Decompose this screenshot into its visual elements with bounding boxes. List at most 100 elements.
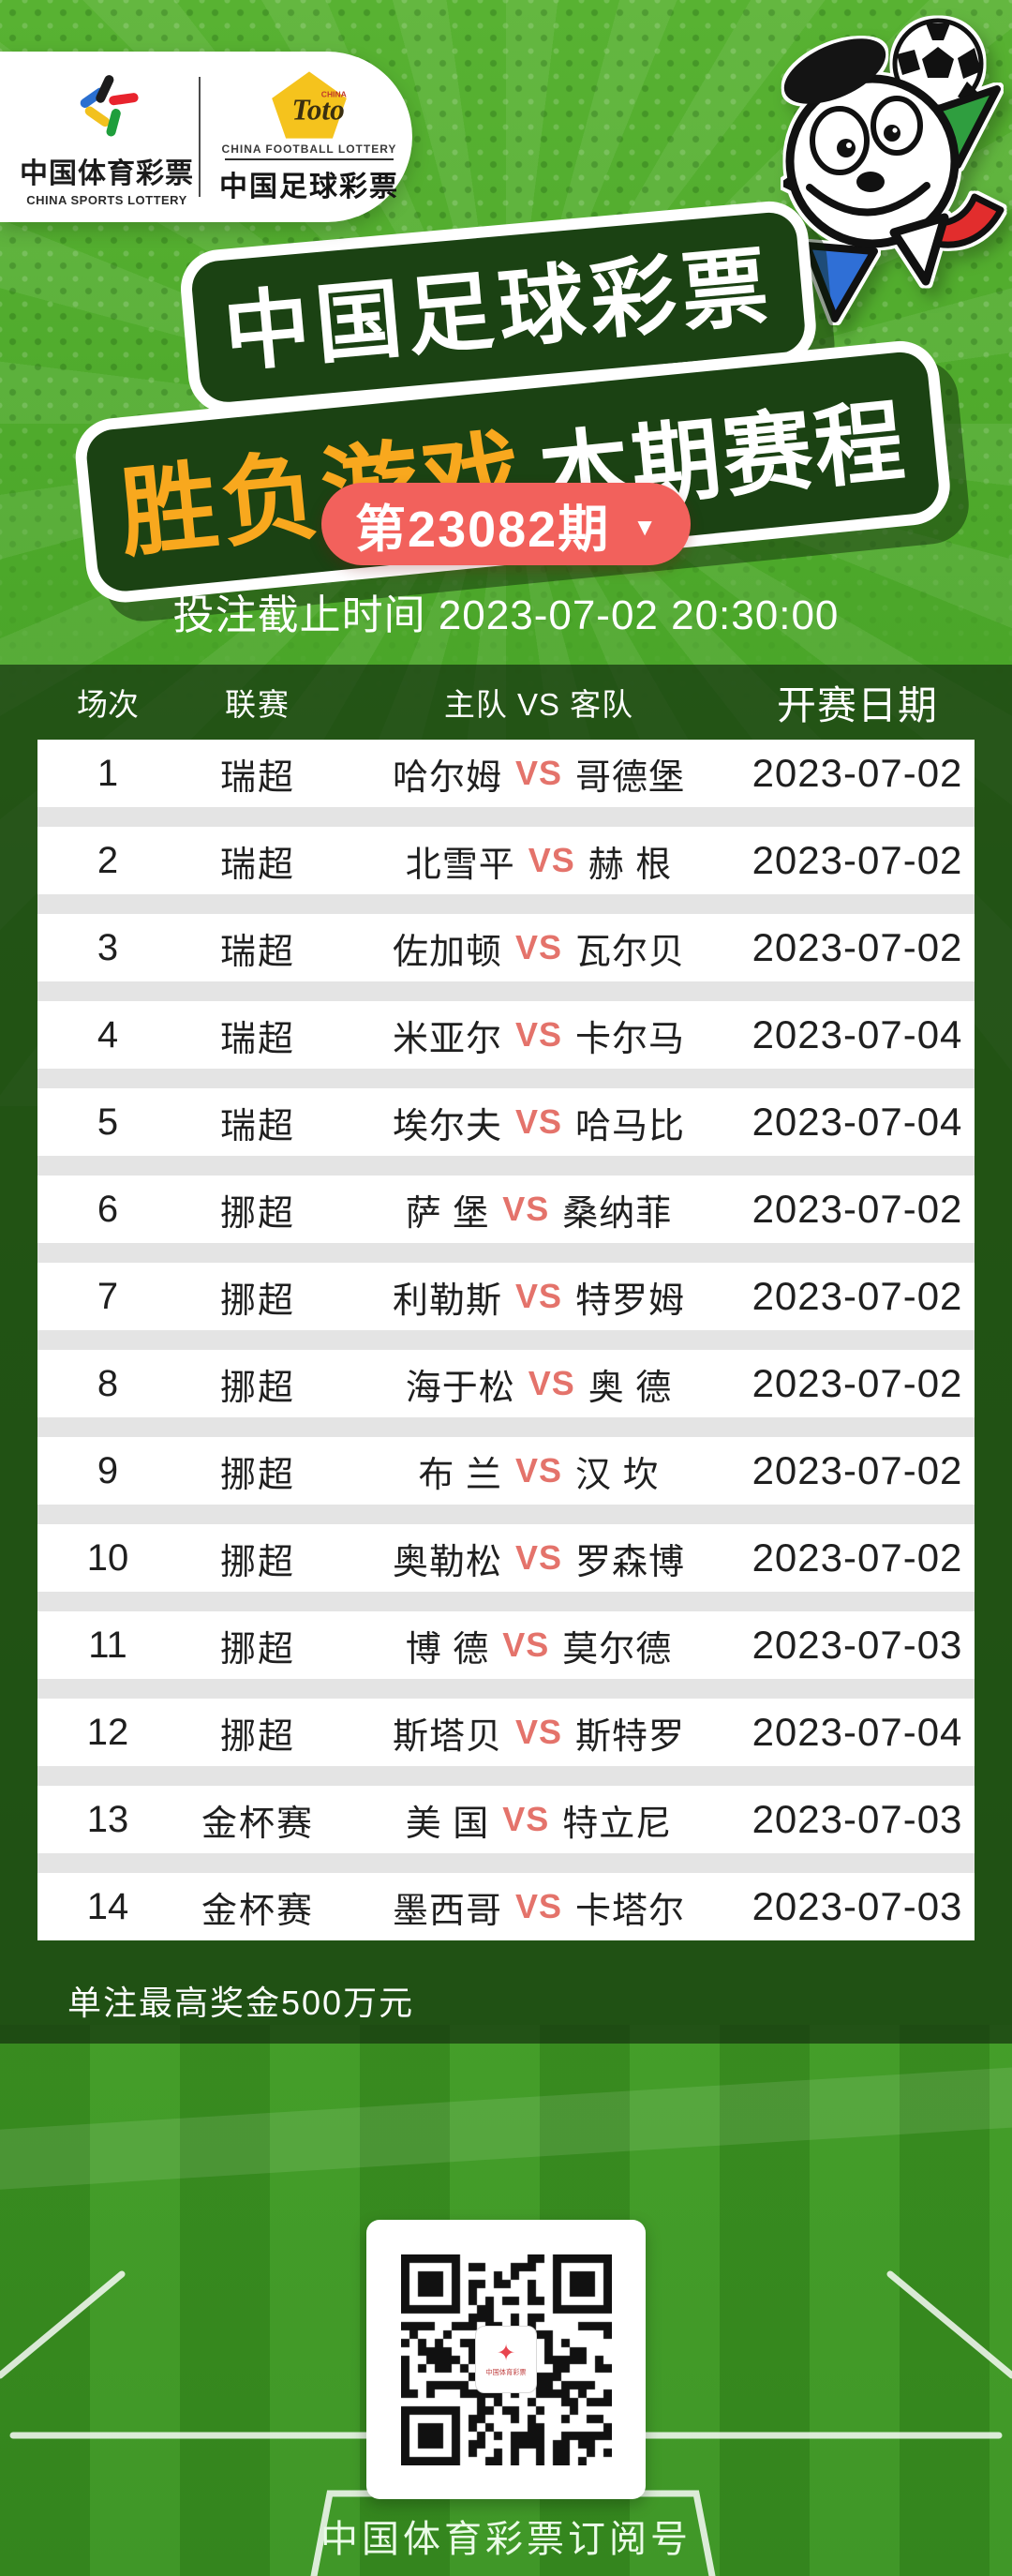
table-header: 场次 联赛 主队 VS 客队 开赛日期: [37, 665, 975, 740]
away-team: 瓦尔贝: [575, 932, 686, 972]
vs-label: VS: [528, 1364, 575, 1402]
vs-label: VS: [514, 1277, 563, 1315]
logo-rule: [225, 157, 394, 160]
vs-label: VS: [514, 754, 563, 792]
logo-card: 中国体育彩票 CHINA SPORTS LOTTERY Toto CHINA C…: [0, 52, 412, 222]
qr-center-logo: ✦ 中国体育彩票: [475, 2326, 537, 2393]
away-team: 赫 根: [588, 845, 673, 885]
period-selector-button[interactable]: 第23082期 ▼: [321, 483, 691, 565]
league-name: 挪超: [219, 1716, 295, 1757]
match-number: 10: [86, 1536, 129, 1579]
match-date: 2023-07-02: [752, 1187, 963, 1231]
match-teams: 布 兰 VS 汉 坎: [337, 1445, 740, 1497]
dropdown-arrow-icon: ▼: [632, 513, 657, 541]
sports-lottery-star-icon: [80, 74, 139, 136]
match-teams: 佐加顿 VS 瓦尔贝: [337, 922, 740, 974]
svg-text:CHINA: CHINA: [321, 89, 347, 98]
vs-label: VS: [502, 1800, 550, 1838]
match-number: 4: [97, 1013, 119, 1056]
match-number: 9: [97, 1449, 119, 1491]
cfl-name-cn: 中国足球彩票: [219, 171, 399, 202]
match-teams: 哈尔姆 VS 哥德堡: [337, 748, 740, 800]
table-row: 3 瑞超 佐加顿 VS 瓦尔贝 2023-07-02: [37, 914, 975, 981]
column-header-league: 联赛: [225, 687, 290, 722]
away-team: 莫尔德: [562, 1629, 673, 1670]
away-team: 哈马比: [575, 1106, 686, 1146]
logo-divider: [199, 77, 201, 197]
column-header-teams: 主队 VS 客队: [443, 687, 634, 722]
table-row: 10 挪超 奥勒松 VS 罗森博 2023-07-02: [37, 1524, 975, 1592]
home-team: 萨 堡: [405, 1193, 490, 1234]
league-name: 挪超: [219, 1368, 295, 1408]
league-name: 瑞超: [219, 932, 295, 972]
svg-text:Toto: Toto: [292, 93, 345, 126]
vs-label: VS: [514, 1538, 563, 1577]
match-date: 2023-07-02: [752, 1535, 963, 1580]
away-team: 罗森博: [575, 1542, 686, 1582]
match-number: 11: [88, 1624, 127, 1666]
match-number: 8: [97, 1362, 119, 1404]
match-date: 2023-07-02: [752, 751, 963, 795]
match-teams: 萨 堡 VS 桑纳菲: [337, 1184, 740, 1236]
match-teams: 利勒斯 VS 特罗姆: [337, 1271, 740, 1323]
cfl-name-en: CHINA FOOTBALL LOTTERY: [221, 142, 397, 156]
away-team: 奥 德: [588, 1368, 673, 1408]
away-team: 汉 坎: [575, 1455, 660, 1495]
match-teams: 奥勒松 VS 罗森博: [337, 1533, 740, 1584]
match-date: 2023-07-02: [752, 1448, 963, 1492]
home-team: 海于松: [405, 1368, 515, 1408]
match-teams: 斯塔贝 VS 斯特罗: [337, 1707, 740, 1759]
away-team: 桑纳菲: [562, 1193, 673, 1234]
match-number: 5: [97, 1101, 119, 1143]
match-teams: 美 国 VS 特立尼: [337, 1794, 740, 1846]
match-number: 13: [86, 1798, 129, 1840]
match-teams: 墨西哥 VS 卡塔尔: [337, 1881, 740, 1933]
lottery-star-icon: ✦: [496, 2340, 516, 2366]
home-team: 墨西哥: [392, 1891, 502, 1931]
match-teams: 埃尔夫 VS 哈马比: [337, 1097, 740, 1148]
table-body: 1 瑞超 哈尔姆 VS 哥德堡 2023-07-02 2 瑞超 北雪平 VS 赫…: [37, 740, 975, 1940]
qr-logo-text: 中国体育彩票: [485, 2367, 527, 2376]
toto-pentagon-icon: Toto CHINA: [272, 70, 347, 139]
match-date: 2023-07-03: [752, 1797, 963, 1841]
betting-deadline: 投注截止时间 2023-07-02 20:30:00: [172, 592, 840, 638]
league-name: 挪超: [219, 1281, 295, 1321]
league-name: 挪超: [219, 1629, 295, 1670]
vs-label: VS: [528, 841, 575, 879]
league-name: 金杯赛: [201, 1891, 314, 1931]
match-date: 2023-07-02: [752, 1361, 963, 1405]
match-number: 6: [97, 1188, 119, 1230]
vs-label: VS: [502, 1625, 550, 1664]
home-team: 利勒斯: [392, 1281, 502, 1321]
table-row: 9 挪超 布 兰 VS 汉 坎 2023-07-02: [37, 1437, 975, 1505]
match-number: 14: [86, 1885, 129, 1927]
china-sports-lottery-logo: 中国体育彩票 CHINA SPORTS LOTTERY: [20, 67, 193, 207]
home-team: 哈尔姆: [392, 757, 502, 798]
league-name: 挪超: [219, 1455, 295, 1495]
football-icon: [892, 18, 984, 110]
match-number: 12: [86, 1711, 129, 1753]
league-name: 瑞超: [219, 1019, 295, 1059]
home-team: 奥勒松: [392, 1542, 502, 1582]
league-name: 挪超: [219, 1193, 295, 1234]
vs-label: VS: [514, 1102, 563, 1141]
home-team: 北雪平: [405, 845, 515, 885]
schedule-table-section: 场次 联赛 主队 VS 客队 开赛日期 1 瑞超 哈尔姆 VS 哥德堡 2023…: [0, 665, 1012, 2044]
match-teams: 博 德 VS 莫尔德: [337, 1620, 740, 1671]
qr-caption: 中国体育彩票订阅号: [320, 2519, 692, 2560]
league-name: 挪超: [219, 1542, 295, 1582]
home-team: 米亚尔: [392, 1019, 502, 1059]
away-team: 特立尼: [562, 1804, 673, 1844]
home-team: 美 国: [405, 1804, 490, 1844]
away-team: 斯特罗: [575, 1716, 686, 1757]
match-number: 7: [97, 1275, 119, 1317]
league-name: 金杯赛: [201, 1804, 314, 1844]
away-team: 卡尔马: [575, 1019, 686, 1059]
csl-name-en: CHINA SPORTS LOTTERY: [26, 192, 187, 207]
table-row: 7 挪超 利勒斯 VS 特罗姆 2023-07-02: [37, 1263, 975, 1330]
table-row: 14 金杯赛 墨西哥 VS 卡塔尔 2023-07-03: [37, 1873, 975, 1940]
match-date: 2023-07-04: [752, 1710, 963, 1754]
home-team: 斯塔贝: [392, 1716, 502, 1757]
table-row: 2 瑞超 北雪平 VS 赫 根 2023-07-02: [37, 827, 975, 894]
vs-label: VS: [514, 1713, 563, 1751]
